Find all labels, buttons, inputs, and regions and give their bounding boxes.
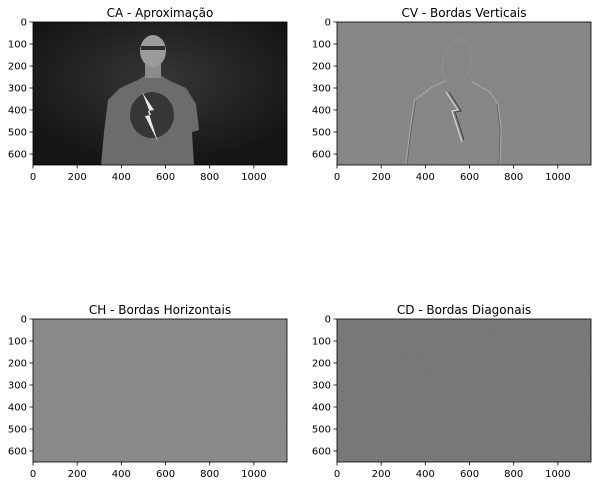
y-tick-label: 300 bbox=[8, 84, 27, 95]
x-tick-label: 400 bbox=[112, 469, 131, 480]
panel-title: CV - Bordas Verticais bbox=[401, 6, 526, 20]
panel-title: CA - Aproximação bbox=[107, 6, 214, 20]
x-tick-label: 200 bbox=[68, 469, 87, 480]
axes-frame bbox=[32, 318, 288, 463]
y-tick-label: 100 bbox=[312, 40, 331, 51]
x-tick-label: 0 bbox=[334, 469, 340, 480]
x-tick-label: 200 bbox=[68, 172, 87, 183]
y-tick-label: 400 bbox=[8, 403, 27, 414]
y-tick-label: 400 bbox=[312, 403, 331, 414]
axes-frame bbox=[32, 21, 288, 166]
x-tick-label: 0 bbox=[30, 172, 36, 183]
axis-ticks: 0 200 400 600 800 1000 0 100 200 300 400 500 600 bbox=[312, 315, 571, 481]
panel-ch: CH - Bordas Horizontais 0 200 400 600 800 100… bbox=[8, 303, 288, 481]
y-tick-label: 600 bbox=[312, 447, 331, 458]
y-tick-label: 100 bbox=[312, 337, 331, 348]
y-tick-label: 500 bbox=[8, 425, 27, 436]
y-tick-label: 100 bbox=[8, 40, 27, 51]
x-tick-label: 600 bbox=[460, 172, 479, 183]
y-tick-label: 600 bbox=[8, 447, 27, 458]
x-tick-label: 200 bbox=[372, 469, 391, 480]
y-tick-label: 500 bbox=[312, 425, 331, 436]
y-tick-label: 0 bbox=[325, 315, 331, 326]
image-area bbox=[33, 319, 287, 462]
panel-ca: CA - Aproximação 0 200 400 600 800 1000 0 100 20… bbox=[8, 6, 288, 184]
y-tick-label: 500 bbox=[312, 128, 331, 139]
y-tick-label: 400 bbox=[312, 106, 331, 117]
axis-ticks: 0 200 400 600 800 1000 0 100 200 300 400 500 600 bbox=[312, 18, 571, 184]
axes-frame bbox=[336, 21, 592, 166]
y-tick-label: 0 bbox=[21, 18, 27, 29]
x-tick-label: 1000 bbox=[545, 469, 570, 480]
y-tick-label: 600 bbox=[312, 150, 331, 161]
x-tick-label: 400 bbox=[416, 172, 435, 183]
y-tick-label: 600 bbox=[8, 150, 27, 161]
y-tick-label: 200 bbox=[312, 62, 331, 73]
panel-title: CD - Bordas Diagonais bbox=[397, 303, 531, 317]
x-tick-label: 1000 bbox=[545, 172, 570, 183]
x-tick-label: 800 bbox=[200, 469, 219, 480]
panel-cv: CV - Bordas Verticais 0 200 400 600 800 10000… bbox=[312, 6, 592, 184]
edge-bolt bbox=[445, 91, 463, 143]
x-tick-label: 800 bbox=[504, 172, 523, 183]
x-tick-label: 600 bbox=[460, 469, 479, 480]
y-tick-label: 500 bbox=[8, 128, 27, 139]
x-tick-label: 0 bbox=[30, 469, 36, 480]
panel-title: CH - Bordas Horizontais bbox=[89, 303, 231, 317]
x-tick-label: 400 bbox=[416, 469, 435, 480]
x-tick-label: 200 bbox=[372, 172, 391, 183]
x-tick-label: 0 bbox=[334, 172, 340, 183]
x-tick-label: 800 bbox=[200, 172, 219, 183]
y-tick-label: 0 bbox=[21, 315, 27, 326]
y-tick-label: 300 bbox=[8, 381, 27, 392]
axis-ticks: 0 200 400 600 800 1000 0 100 200 300 400 500 600 bbox=[8, 315, 267, 481]
x-tick-label: 400 bbox=[112, 172, 131, 183]
edge-outline bbox=[405, 79, 448, 166]
y-tick-label: 100 bbox=[8, 337, 27, 348]
y-tick-label: 200 bbox=[312, 359, 331, 370]
x-tick-label: 1000 bbox=[241, 469, 266, 480]
image-area bbox=[337, 22, 591, 166]
y-tick-label: 400 bbox=[8, 106, 27, 117]
x-tick-label: 600 bbox=[156, 172, 175, 183]
image-area bbox=[337, 319, 591, 462]
y-tick-label: 300 bbox=[312, 381, 331, 392]
axes-frame bbox=[336, 318, 592, 463]
x-tick-label: 800 bbox=[504, 469, 523, 480]
x-tick-label: 1000 bbox=[241, 172, 266, 183]
y-tick-label: 200 bbox=[8, 62, 27, 73]
image-area bbox=[33, 22, 287, 165]
panel-cd: CD - Bordas Diagonais 0 200 400 600 800 10000… bbox=[312, 303, 592, 481]
axis-ticks: 0 200 400 600 800 1000 0 100 200 300 400 500 600 bbox=[8, 18, 267, 184]
x-tick-label: 600 bbox=[156, 469, 175, 480]
y-tick-label: 200 bbox=[8, 359, 27, 370]
y-tick-label: 300 bbox=[312, 84, 331, 95]
y-tick-label: 0 bbox=[325, 18, 331, 29]
